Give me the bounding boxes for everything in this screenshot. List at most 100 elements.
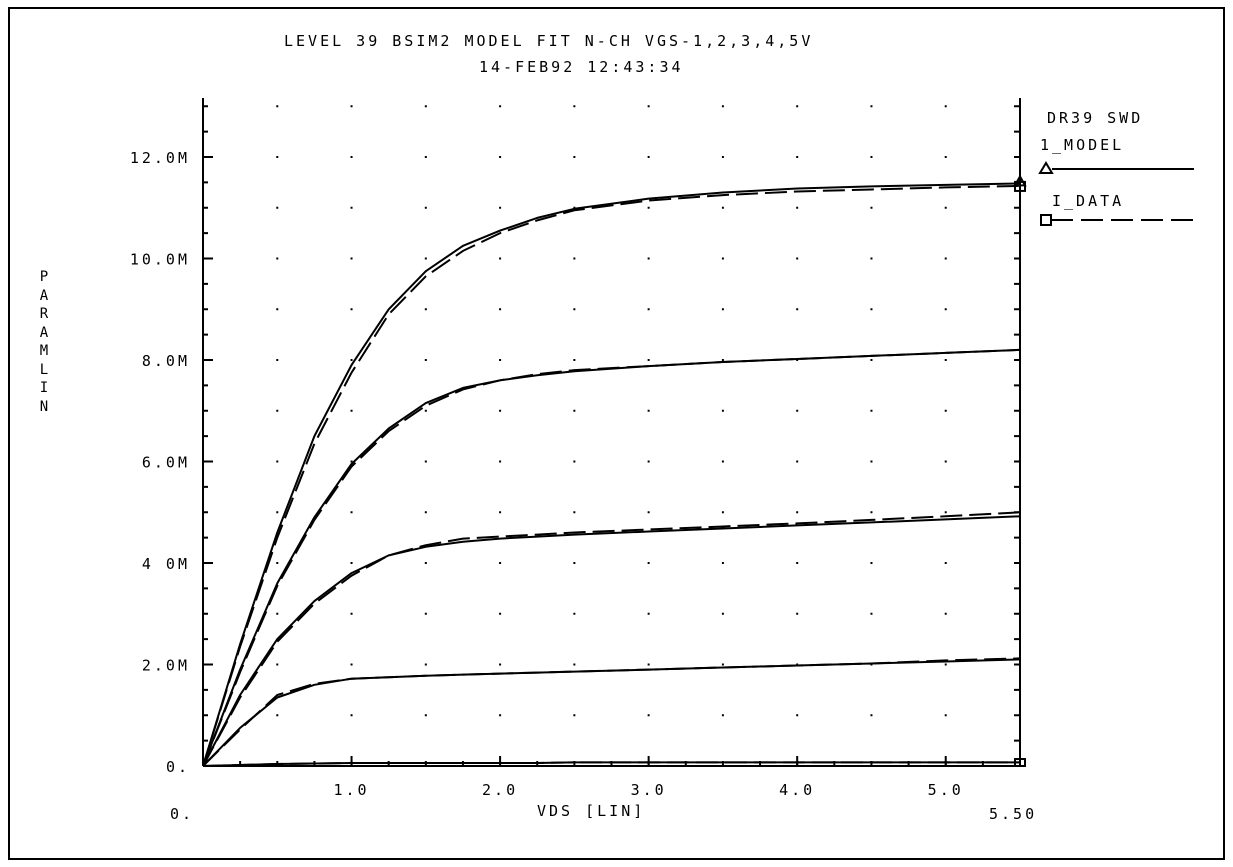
grid-dot: [870, 359, 873, 361]
grid-dot: [424, 156, 427, 158]
grid-dot: [424, 460, 427, 463]
grid-dot: [573, 359, 576, 361]
grid-dot: [944, 257, 947, 260]
grid-dot: [424, 308, 427, 311]
x-tick-label: 3.0: [631, 781, 667, 799]
grid-dot: [276, 460, 279, 463]
grid-dot: [796, 663, 799, 666]
grid-dot: [647, 562, 650, 564]
grid-dot: [870, 562, 873, 564]
grid-dot: [276, 156, 279, 158]
grid-dot: [276, 257, 279, 260]
grid-dot: [721, 156, 724, 158]
grid-dot: [944, 511, 947, 514]
grid-dot: [424, 612, 427, 615]
y-tick-label: 4 0M: [142, 555, 190, 573]
grid-dot: [499, 562, 502, 564]
grid-dot: [870, 511, 873, 514]
chart-title: LEVEL 39 BSIM2 MODEL FIT N-CH VGS-1,2,3,…: [284, 32, 814, 50]
model-series-line: [202, 182, 1021, 767]
y-tick-label: 10.0M: [130, 251, 190, 269]
grid-dot: [647, 156, 650, 158]
grid-dot: [870, 460, 873, 463]
legend-data-marker: [1040, 214, 1052, 226]
grid-dot: [573, 663, 576, 666]
grid-dot: [276, 663, 279, 666]
grid-dot: [276, 714, 279, 717]
x-tick-label: 1.0: [333, 781, 369, 799]
data-series-line: [202, 348, 1021, 767]
grid-dot: [647, 409, 650, 412]
grid-dot: [721, 105, 724, 108]
data-series-line: [202, 657, 1021, 767]
model-series-line: [202, 348, 1021, 767]
grid-dot: [350, 562, 353, 564]
x-tick-label: 4.0: [779, 781, 815, 799]
grid-dot: [721, 562, 724, 564]
data-series-line: [202, 761, 1020, 767]
grid-dot: [573, 612, 576, 615]
grid-dot: [499, 714, 502, 717]
grid-dot: [721, 612, 724, 615]
grid-dot: [499, 206, 502, 209]
grid-dot: [424, 359, 427, 361]
grid-dot: [721, 257, 724, 260]
y-tick-label: 6.0M: [142, 454, 190, 472]
grid-dot: [944, 612, 947, 615]
grid-dot: [721, 308, 724, 311]
grid-dot: [276, 359, 279, 361]
grid-dot: [350, 156, 353, 158]
grid-dot: [350, 257, 353, 260]
grid-dot: [647, 257, 650, 260]
grid-dot: [499, 257, 502, 260]
grid-dot: [350, 511, 353, 514]
grid-dot: [499, 105, 502, 108]
grid-dot: [276, 562, 279, 564]
grid-dot: [796, 511, 799, 514]
grid-dot: [573, 308, 576, 311]
grid-dot: [350, 612, 353, 615]
grid-dot: [796, 257, 799, 260]
grid-dot: [350, 308, 353, 311]
model-series-line: [202, 658, 1021, 767]
grid-dot: [870, 105, 873, 108]
grid-dot: [796, 460, 799, 463]
data-end-marker: [1014, 180, 1026, 192]
grid-dot: [350, 714, 353, 717]
y-tick-label: 2.0M: [142, 657, 190, 675]
grid-dot: [721, 409, 724, 412]
grid-dot: [424, 562, 427, 564]
grid-dot: [647, 460, 650, 463]
grid-dot: [276, 409, 279, 412]
x-axis-end-label: 5.50: [989, 805, 1038, 823]
grid-dot: [424, 206, 427, 209]
x-tick-label: 2.0: [482, 781, 518, 799]
grid-dot: [276, 105, 279, 108]
grid-dot: [944, 206, 947, 209]
x-tick-label: 5.0: [928, 781, 964, 799]
grid-dot: [870, 714, 873, 717]
grid-dot: [573, 511, 576, 514]
grid-dot: [944, 359, 947, 361]
grid-dot: [424, 257, 427, 260]
chart-subtitle: 14-FEB92 12:43:34: [479, 58, 684, 76]
grid-dot: [796, 156, 799, 158]
grid-dot: [944, 156, 947, 158]
grid-dot: [870, 257, 873, 260]
grid-dot: [499, 460, 502, 463]
grid-dot: [424, 105, 427, 108]
grid-dot: [350, 206, 353, 209]
legend-title: DR39 SWD: [1047, 109, 1144, 127]
grid-dot: [796, 562, 799, 564]
grid-dot: [647, 105, 650, 108]
y-tick-label: 0.: [166, 758, 190, 776]
grid-dot: [647, 612, 650, 615]
grid-dot: [796, 308, 799, 311]
grid-dot: [796, 206, 799, 209]
grid-dot: [573, 714, 576, 717]
grid-dot: [870, 206, 873, 209]
grid-dot: [499, 359, 502, 361]
grid-dot: [573, 105, 576, 108]
grid-dot: [276, 206, 279, 209]
data-series-line: [202, 511, 1021, 767]
